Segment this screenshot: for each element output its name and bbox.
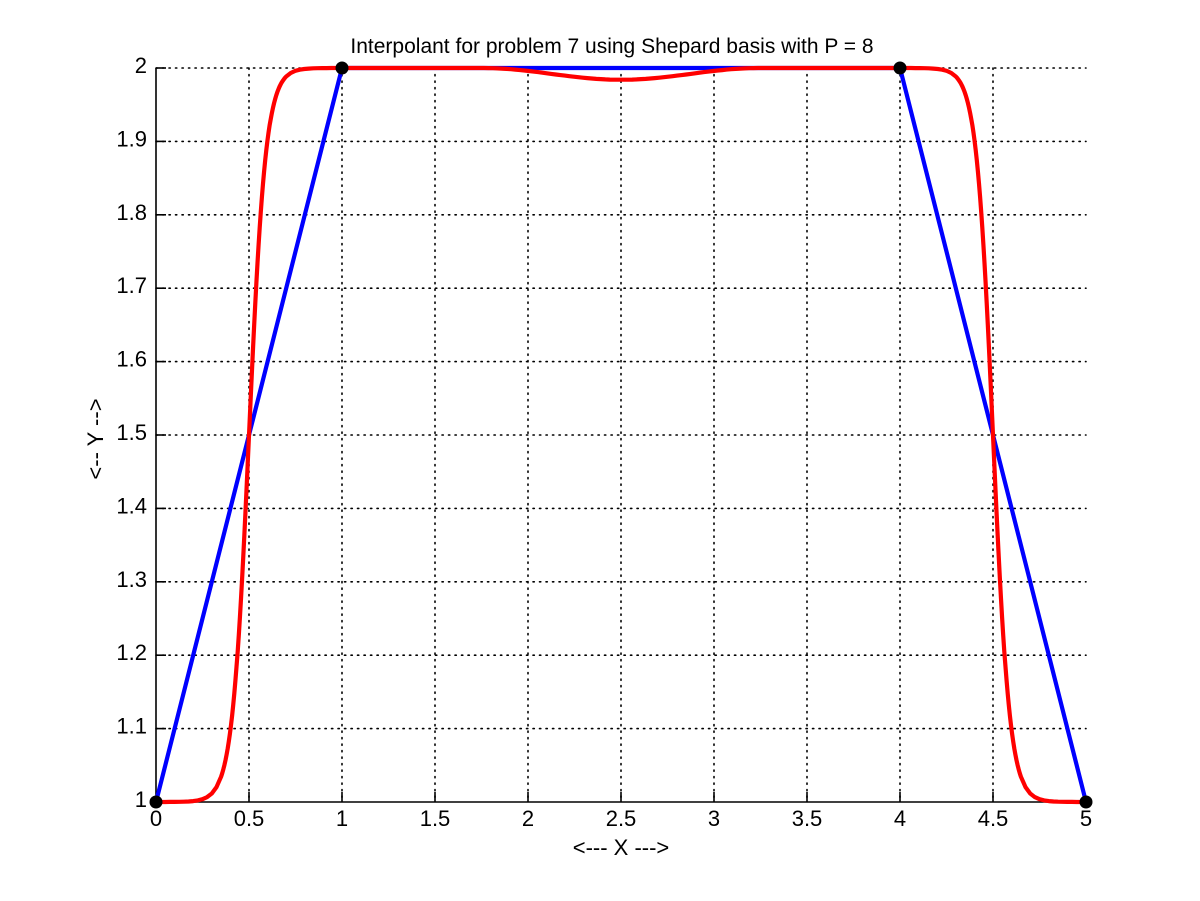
svg-text:0: 0 <box>150 806 162 831</box>
svg-text:1.9: 1.9 <box>116 126 147 151</box>
svg-text:<--- X --->: <--- X ---> <box>573 835 670 860</box>
svg-text:2: 2 <box>135 53 147 78</box>
svg-text:4.5: 4.5 <box>978 806 1009 831</box>
svg-text:4: 4 <box>894 806 906 831</box>
svg-text:1: 1 <box>135 787 147 812</box>
svg-text:1.5: 1.5 <box>116 420 147 445</box>
svg-text:1.3: 1.3 <box>116 567 147 592</box>
svg-text:1: 1 <box>336 806 348 831</box>
svg-text:2: 2 <box>522 806 534 831</box>
svg-text:1.5: 1.5 <box>420 806 451 831</box>
svg-text:3: 3 <box>708 806 720 831</box>
svg-text:1.8: 1.8 <box>116 200 147 225</box>
svg-text:<-- Y -->: <-- Y --> <box>83 398 108 479</box>
svg-text:3.5: 3.5 <box>792 806 823 831</box>
svg-text:5: 5 <box>1080 806 1092 831</box>
svg-text:1.7: 1.7 <box>116 273 147 298</box>
svg-text:1.6: 1.6 <box>116 347 147 372</box>
svg-text:0.5: 0.5 <box>234 806 265 831</box>
svg-text:1.4: 1.4 <box>116 493 147 518</box>
svg-text:Interpolant for problem 7 usin: Interpolant for problem 7 using Shepard … <box>350 35 873 58</box>
svg-text:1.2: 1.2 <box>116 640 147 665</box>
svg-text:1.1: 1.1 <box>116 714 147 739</box>
svg-text:2.5: 2.5 <box>606 806 637 831</box>
